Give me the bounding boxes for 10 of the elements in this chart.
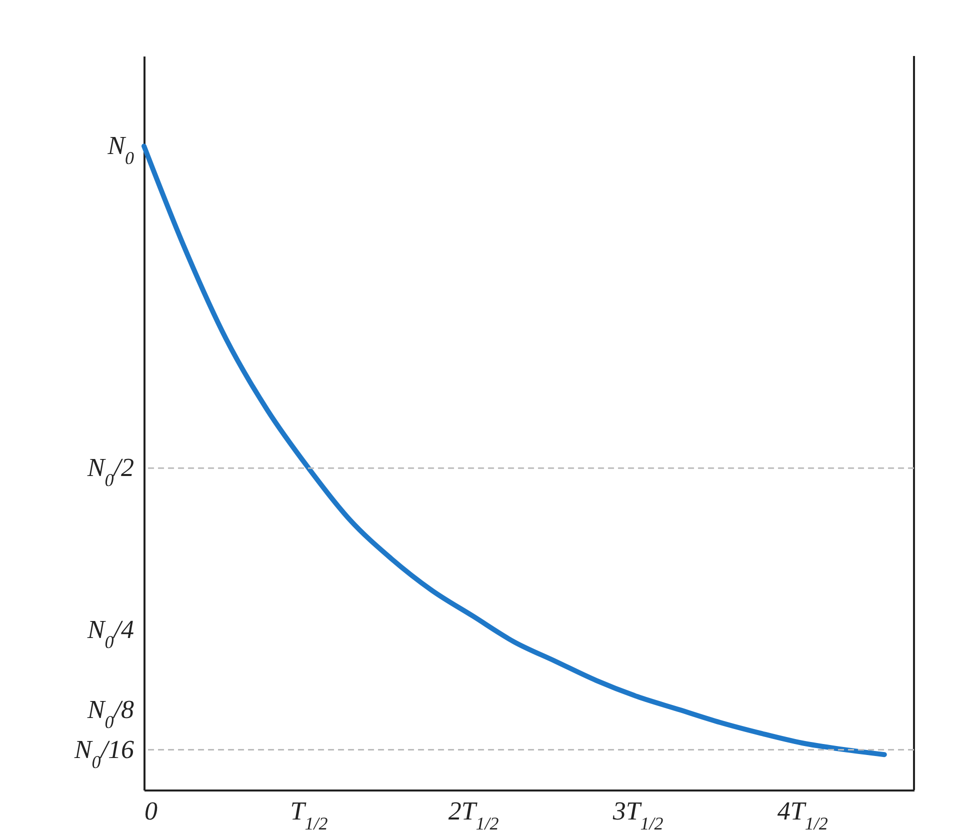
x-tick-label: 0 [144,796,158,826]
ref-line-label: N$_{0}$/16 [73,734,134,772]
x-tick-label: 2T$_{1/2}$ [448,796,499,834]
text: N$_{0}$/4 [86,614,134,652]
annotation: N$_{0}$ [106,131,134,168]
ref-line-label: N$_{0}$/2 [86,453,134,490]
x-tick-label: 4T$_{1/2}$ [777,796,828,834]
x-tick-label: T$_{1/2}$ [290,796,328,834]
x-tick-label: 3T$_{1/2}$ [612,796,664,834]
text: N$_{0}$/8 [86,694,134,732]
